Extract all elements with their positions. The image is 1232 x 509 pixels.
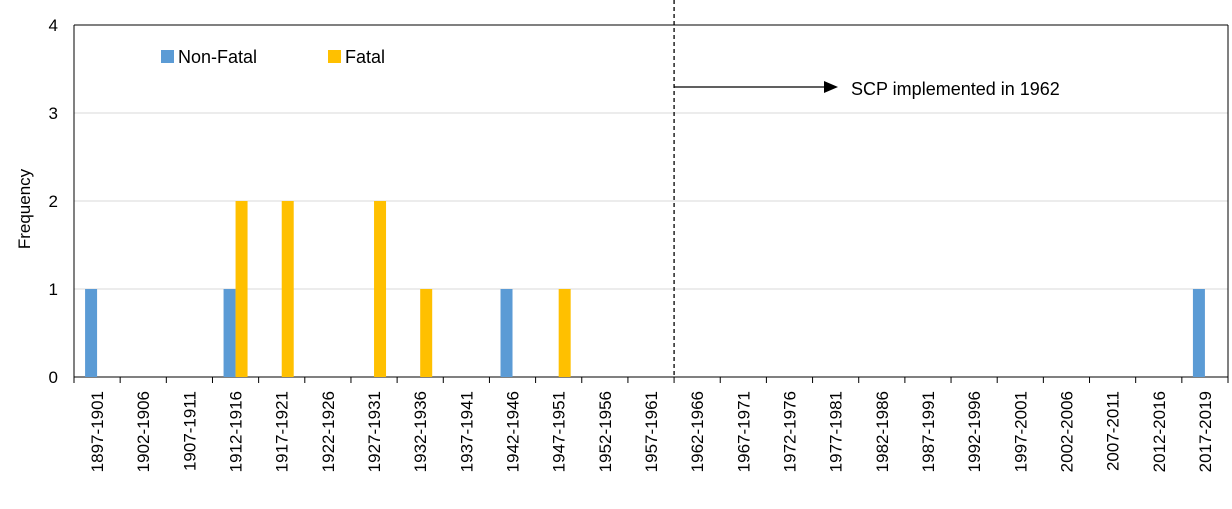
bar-fatal bbox=[281, 201, 294, 377]
y-tick-label: 2 bbox=[49, 192, 58, 211]
x-tick-label: 1987-1991 bbox=[919, 391, 938, 472]
legend-swatch-fatal bbox=[328, 50, 341, 63]
x-tick-label: 1957-1961 bbox=[642, 391, 661, 472]
y-tick-label: 1 bbox=[49, 280, 58, 299]
x-tick-label: 1932-1936 bbox=[411, 391, 430, 472]
annotation: SCP implemented in 1962 bbox=[851, 79, 1060, 99]
bar-non-fatal bbox=[85, 289, 98, 377]
x-tick-label: 1897-1901 bbox=[88, 391, 107, 472]
bar-non-fatal bbox=[1192, 289, 1205, 377]
x-tick-label: 1922-1926 bbox=[319, 391, 338, 472]
x-tick-label: 2017-2019 bbox=[1196, 391, 1215, 472]
x-tick-label: 2007-2011 bbox=[1104, 391, 1123, 471]
bar-non-fatal bbox=[500, 289, 513, 377]
x-tick-label: 1917-1921 bbox=[273, 391, 292, 472]
y-tick-label: 3 bbox=[49, 104, 58, 123]
y-tick-label: 4 bbox=[49, 16, 58, 35]
x-tick-label: 1937-1941 bbox=[457, 391, 476, 472]
bar-fatal bbox=[420, 289, 433, 377]
annotation-text: SCP implemented in 1962 bbox=[851, 79, 1060, 99]
x-tick-label: 1927-1931 bbox=[365, 391, 384, 472]
x-tick-label: 1977-1981 bbox=[827, 391, 846, 472]
x-tick-label: 1997-2001 bbox=[1011, 391, 1030, 472]
annotation-arrow-head bbox=[824, 81, 838, 93]
x-axis: 1897-1901 1902-1906 1907-1911 1912-1916 1917… bbox=[73, 376, 1229, 472]
x-tick-label: 2002-2006 bbox=[1057, 391, 1076, 472]
legend: Non-Fatal Fatal bbox=[161, 47, 385, 67]
bars bbox=[85, 201, 1205, 377]
legend-swatch-non-fatal bbox=[161, 50, 174, 63]
y-tick-label: 0 bbox=[49, 368, 58, 387]
x-tick-label: 1982-1986 bbox=[873, 391, 892, 472]
y-axis: 0 1 2 3 4 bbox=[49, 16, 1229, 387]
x-tick-label: 1952-1956 bbox=[596, 391, 615, 472]
x-tick-label: 1902-1906 bbox=[134, 391, 153, 472]
x-tick-label: 1947-1951 bbox=[550, 391, 569, 472]
x-tick-label: 1907-1911 bbox=[180, 391, 199, 471]
x-tick-label: 1912-1916 bbox=[227, 391, 246, 472]
x-tick-label: 1962-1966 bbox=[688, 391, 707, 472]
y-axis-label: Frequency bbox=[15, 168, 34, 249]
x-tick-label: 1942-1946 bbox=[504, 391, 523, 472]
x-tick-label: 2012-2016 bbox=[1150, 391, 1169, 472]
legend-label-fatal: Fatal bbox=[345, 47, 385, 67]
x-tick-label: 1972-1976 bbox=[780, 391, 799, 472]
x-tick-label: 1992-1996 bbox=[965, 391, 984, 472]
divider bbox=[673, 0, 838, 377]
legend-label-non-fatal: Non-Fatal bbox=[178, 47, 257, 67]
bar-fatal bbox=[374, 201, 387, 377]
x-tick-label: 1967-1971 bbox=[734, 391, 753, 472]
bar-fatal bbox=[235, 201, 248, 377]
bar-non-fatal bbox=[223, 289, 236, 377]
bar-fatal bbox=[558, 289, 571, 377]
